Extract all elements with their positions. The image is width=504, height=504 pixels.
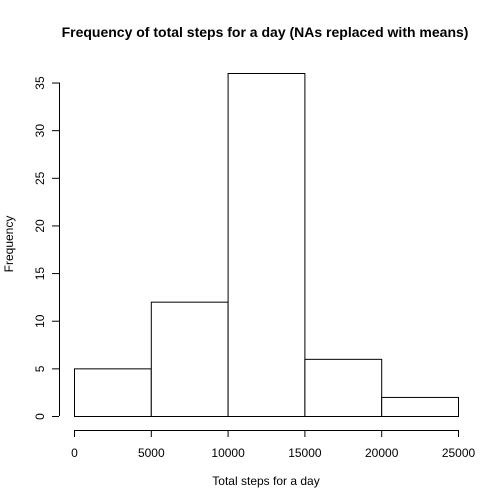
- histogram-bar-2: [227, 73, 306, 417]
- histogram-bar-4: [381, 396, 460, 418]
- y-tick-label-4: 20: [33, 219, 47, 233]
- x-tick-label-0: 0: [71, 446, 78, 460]
- x-axis: 0 5000 10000 15000 20000 25000: [71, 430, 476, 460]
- y-axis-label: Frequency: [2, 216, 16, 273]
- x-tick-label-2: 10000: [211, 446, 245, 460]
- y-tick-label-1: 5: [33, 365, 47, 372]
- y-tick-label-2: 10: [33, 314, 47, 328]
- histogram-bar-3: [304, 358, 383, 418]
- bars-group: [74, 73, 460, 418]
- x-tick-label-3: 15000: [288, 446, 322, 460]
- y-tick-label-3: 15: [33, 267, 47, 281]
- histogram-bar-0: [74, 368, 152, 418]
- x-tick-label-4: 20000: [365, 446, 399, 460]
- y-axis: 0 5 10 15 20 25 30 35: [33, 76, 60, 420]
- x-tick-label-1: 5000: [138, 446, 165, 460]
- histogram-bar-1: [150, 301, 229, 417]
- x-axis-label: Total steps for a day: [212, 474, 319, 488]
- y-tick-label-7: 35: [33, 76, 47, 90]
- y-tick-label-5: 25: [33, 171, 47, 185]
- x-tick-label-5: 25000: [442, 446, 476, 460]
- y-tick-label-6: 30: [33, 124, 47, 138]
- chart-title: Frequency of total steps for a day (NAs …: [62, 24, 469, 40]
- y-tick-label-0: 0: [33, 413, 47, 420]
